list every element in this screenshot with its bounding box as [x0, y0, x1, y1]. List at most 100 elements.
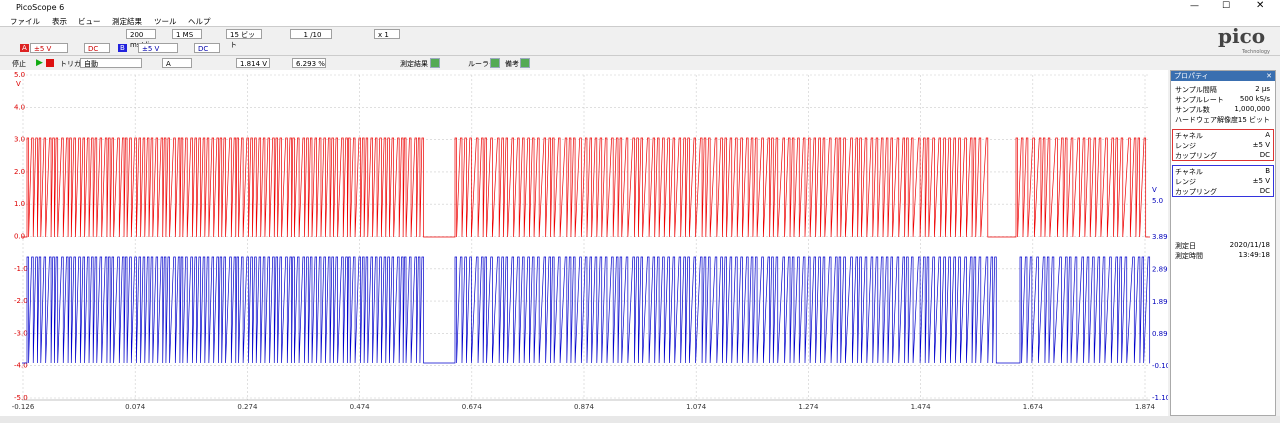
menu-item[interactable]: ファイル — [10, 17, 40, 26]
close[interactable]: ✕ — [1256, 0, 1265, 11]
left-axis-unit: V — [16, 80, 21, 88]
channel-b-trace — [22, 256, 1151, 364]
property-value: B — [1265, 167, 1270, 175]
property-name: カップリング — [1175, 188, 1217, 196]
channel-box — [1172, 129, 1274, 161]
zoom[interactable]: x 1 — [374, 29, 400, 39]
resolution[interactable]: 15 ビット — [226, 29, 262, 49]
logo-sub: Technology — [1242, 49, 1271, 55]
x-axis-label: 0.874 — [574, 403, 595, 411]
maximize[interactable]: ☐ — [1222, 1, 1231, 11]
right-axis-unit: V — [1152, 186, 1157, 194]
measurements-label: 測定結果 — [400, 60, 428, 68]
left-axis-label: 3.0 — [14, 136, 25, 144]
minimize[interactable]: — — [1190, 1, 1199, 11]
add-measurement[interactable] — [430, 58, 440, 68]
properties-panel: プロパティ ✕ サンプル間隔 2 µs サンプルレート 500 kS/s サンプル数 1,… — [1170, 70, 1276, 416]
left-axis-label: -3.0 — [14, 329, 28, 337]
property-value: DC — [1259, 187, 1270, 195]
property-value: ±5 V — [1252, 141, 1270, 149]
property-name: ハードウェア解像度 — [1175, 116, 1238, 124]
channel-a-trace — [22, 137, 1150, 238]
status-strip — [0, 416, 1280, 423]
trigger-source[interactable]: A — [162, 58, 192, 68]
left-axis-label: 2.0 — [14, 168, 25, 176]
right-axis-label: 3.897 — [1152, 233, 1168, 241]
right-axis-label: 1.897 — [1152, 298, 1168, 306]
channel-a-coupling[interactable]: DC — [84, 43, 110, 53]
menu-item[interactable]: ツール — [154, 17, 177, 26]
channel-b-label[interactable]: B — [118, 44, 127, 52]
channel-a-label[interactable]: A — [20, 44, 29, 52]
toolbar-trigger: 停止 ▶ トリガー 自動 A 1.814 V 6.293 % 測定結果 ルーラー… — [0, 55, 1280, 70]
x-axis-label: 1.874 — [1135, 403, 1156, 411]
property-name: サンプル数 — [1175, 106, 1210, 114]
x-axis-label: 1.474 — [911, 403, 932, 411]
logo: pico — [1218, 24, 1266, 48]
menu-bar: ファイル 表示 ビュー 測定結果 ツール ヘルプ — [0, 14, 1280, 26]
channel-b-coupling[interactable]: DC — [194, 43, 220, 53]
right-axis-label: 2.897 — [1152, 266, 1168, 274]
capture-index[interactable]: 1 /10 — [290, 29, 332, 39]
property-name: サンプルレート — [1175, 96, 1224, 104]
menu-item[interactable]: ヘルプ — [188, 17, 211, 26]
run-button[interactable]: ▶ — [36, 58, 43, 68]
notes-label: 備考 — [505, 60, 519, 68]
scope-view: 5.04.03.02.01.00.0-1.0-2.0-3.0-4.0-5.0V5… — [0, 70, 1168, 416]
notes-button[interactable] — [520, 58, 530, 68]
title-bar: PicoScope 6 — ☐ ✕ — [0, 0, 1280, 14]
x-axis-label: 1.674 — [1023, 403, 1044, 411]
channel-box — [1172, 165, 1274, 197]
x-axis-label: 0.674 — [462, 403, 483, 411]
channel-a-range[interactable]: ±5 V — [30, 43, 68, 53]
stop-label: 停止 — [12, 60, 26, 68]
window-title: PicoScope 6 — [16, 3, 65, 12]
stop-button[interactable] — [46, 59, 54, 67]
property-value: 500 kS/s — [1239, 95, 1270, 103]
property-name: レンジ — [1175, 142, 1196, 150]
x-axis-label: 0.274 — [237, 403, 258, 411]
toolbar-acquisition: 200 ms/div 1 MS 15 ビット 1 /10 x 1 — [0, 26, 1280, 49]
trigger-level[interactable]: 1.814 V — [236, 58, 270, 68]
property-value: A — [1265, 131, 1270, 139]
property-name: 測定時間 — [1175, 252, 1203, 260]
properties-title: プロパティ — [1174, 72, 1209, 80]
left-axis-label: 1.0 — [14, 200, 25, 208]
property-value: 2 µs — [1255, 85, 1270, 93]
rulers-button[interactable] — [490, 58, 500, 68]
property-name: チャネル — [1175, 132, 1203, 140]
left-axis-label: -1.0 — [14, 265, 28, 273]
property-value: 15 ビット — [1237, 116, 1270, 124]
property-value: 13:49:18 — [1238, 251, 1270, 259]
pretrigger[interactable]: 6.293 % — [292, 58, 326, 68]
property-name: レンジ — [1175, 178, 1196, 186]
menu-item[interactable]: ビュー — [78, 17, 101, 26]
property-value: DC — [1259, 151, 1270, 159]
left-axis-label: 0.0 — [14, 233, 25, 241]
menu-item[interactable]: 表示 — [52, 17, 67, 26]
x-axis-label: 1.274 — [798, 403, 819, 411]
trigger-mode[interactable]: 自動 — [80, 58, 142, 68]
rulers-label: ルーラー — [468, 60, 496, 68]
right-axis-label: -1.103 — [1152, 394, 1168, 402]
left-axis-label: -2.0 — [14, 297, 28, 305]
menu-item[interactable]: 測定結果 — [112, 17, 142, 26]
property-value: 2020/11/18 — [1229, 241, 1270, 249]
toolbar-channels: A ±5 V DC B ±5 V DC — [0, 41, 1280, 55]
channel-b-range[interactable]: ±5 V — [138, 43, 178, 53]
property-name: カップリング — [1175, 152, 1217, 160]
samples[interactable]: 1 MS — [172, 29, 202, 39]
right-axis-label: 5.0 — [1152, 197, 1163, 205]
properties-header: プロパティ ✕ — [1171, 71, 1275, 81]
property-value: ±5 V — [1252, 177, 1270, 185]
left-axis-label: -4.0 — [14, 362, 28, 370]
property-name: サンプル間隔 — [1175, 86, 1217, 94]
timebase[interactable]: 200 ms/div — [126, 29, 156, 49]
right-axis-label: 0.897 — [1152, 330, 1168, 338]
left-axis-label: -5.0 — [14, 394, 28, 402]
left-axis-label: 4.0 — [14, 103, 25, 111]
property-value: 1,000,000 — [1234, 105, 1270, 113]
properties-close[interactable]: ✕ — [1266, 72, 1272, 80]
x-axis-label: 0.074 — [125, 403, 146, 411]
